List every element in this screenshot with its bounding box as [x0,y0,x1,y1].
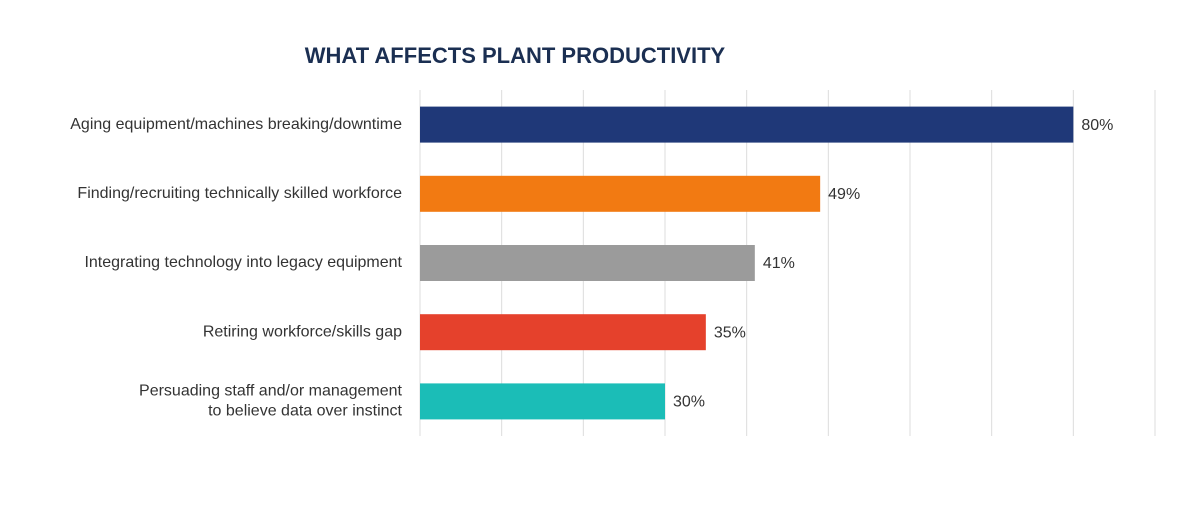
bar [420,383,665,420]
value-label: 35% [714,324,746,341]
bar [420,106,1074,143]
bar [420,245,755,281]
y-tick-label: Integrating technology into legacy equip… [84,254,402,271]
bar [420,175,821,212]
y-tick-label: Finding/recruiting technically skilled w… [77,185,402,202]
value-label: 30% [673,394,705,411]
value-label: 80% [1081,117,1113,134]
bar [420,314,706,351]
value-label: 49% [828,186,860,203]
y-tick-label: Persuading staff and/or management to bel… [139,383,403,420]
chart-title: WHAT AFFECTS PLANT PRODUCTIVITY [305,43,726,68]
y-tick-label: Aging equipment/machines breaking/downti… [70,116,402,133]
value-label: 41% [763,255,795,272]
y-tick-label: Retiring workforce/skills gap [203,323,402,340]
